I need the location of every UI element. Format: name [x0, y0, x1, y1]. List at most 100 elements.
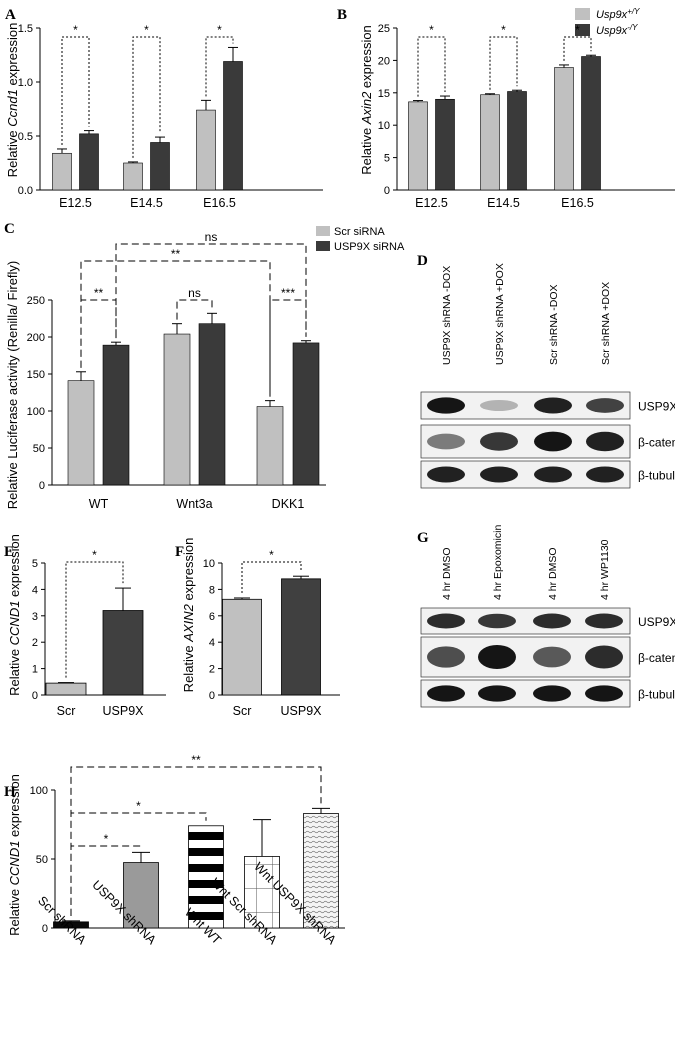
ytick-label-c: 100 — [27, 406, 45, 418]
panel-letter-h: H — [4, 784, 16, 800]
ytick-label-h: 50 — [36, 854, 48, 866]
ytick-label-b: 20 — [378, 55, 390, 67]
significance-bracket-e — [65, 561, 124, 678]
legend-swatch-usp9x-sirna — [316, 241, 330, 251]
bar-c-Wnt3a-ctrl — [163, 333, 191, 486]
blot-band-d — [586, 466, 624, 483]
ytick-label-a: 1.5 — [18, 23, 33, 35]
significance-label-a: * — [73, 23, 78, 37]
xtick-label-e: Scr — [57, 704, 76, 718]
blot-band-d — [586, 398, 624, 413]
bar-b-E14.5-ctrl — [480, 94, 500, 191]
blot-band-d — [427, 397, 465, 414]
significance-label-c: ns — [205, 230, 218, 244]
legend-label-scr-sirna: Scr siRNA — [334, 226, 385, 238]
bar-b-E16.5-ctrl — [554, 67, 574, 191]
bar-b-E12.5-treat — [435, 98, 455, 191]
blot-band-g — [585, 685, 623, 702]
panel-letter-e: E — [4, 544, 14, 560]
significance-bracket-a — [61, 36, 90, 145]
significance-bracket-b — [417, 36, 446, 97]
xtick-label-c: Wnt3a — [176, 497, 212, 511]
blot-band-d — [480, 466, 518, 483]
blot-band-g — [478, 644, 516, 670]
bar-h-Wnt USP9X shRNA — [303, 813, 339, 929]
significance-label-h: * — [104, 832, 109, 846]
legend-ab: Usp9x+/Y Usp9x-/Y — [575, 7, 640, 37]
ytick-label-e: 4 — [32, 584, 38, 596]
ytick-label-c: 150 — [27, 369, 45, 381]
blot-band-g — [478, 685, 516, 702]
ylabel-a: Relative Ccnd1 expression — [5, 23, 20, 178]
panel-letter-g: G — [417, 530, 429, 546]
blot-band-g — [427, 613, 465, 629]
ytick-label-e: 1 — [32, 664, 38, 676]
lane-label-d: USP9X shRNA -DOX — [441, 266, 453, 365]
xtick-label-c: DKK1 — [272, 497, 305, 511]
bar-a-E12.5-treat — [79, 133, 99, 191]
ylabel-e: Relative CCND1 expression — [7, 534, 22, 696]
ytick-label-f: 8 — [209, 584, 215, 596]
significance-bracket-c — [269, 299, 307, 397]
significance-label-a: * — [217, 23, 222, 37]
bar-a-E16.5-treat — [223, 61, 243, 191]
ytick-label-c: 200 — [27, 332, 45, 344]
significance-label-b: * — [575, 23, 580, 37]
bar-f-Scr — [222, 598, 262, 696]
significance-label-b: * — [429, 23, 434, 37]
xtick-label-e: USP9X — [103, 704, 145, 718]
bar-h-Wnt WT — [188, 825, 224, 929]
blot-band-g — [533, 613, 571, 629]
significance-bracket-c — [176, 299, 213, 320]
ytick-label-e: 0 — [32, 690, 38, 702]
bar-a-E14.5-treat — [150, 142, 170, 191]
blot-band-d — [480, 400, 518, 411]
blot-label-g: β-tubulin — [638, 688, 675, 702]
ytick-label-b: 0 — [384, 185, 390, 197]
blot-band-g — [427, 646, 465, 668]
bar-b-E16.5-treat — [581, 56, 601, 191]
bar-b-E12.5-ctrl — [408, 101, 428, 191]
significance-bracket-a — [132, 36, 161, 158]
lane-label-g: 4 hr DMSO — [441, 547, 453, 600]
significance-label-h: ** — [191, 753, 201, 767]
blot-band-g — [427, 685, 465, 702]
blot-label-d: β-tubulin — [638, 469, 675, 483]
lane-label-d: USP9X shRNA +DOX — [494, 263, 506, 365]
lane-label-g: 4 hr DMSO — [547, 547, 559, 600]
significance-bracket-c — [115, 243, 307, 339]
bar-e-Scr — [45, 682, 87, 696]
panel-letter-a: A — [5, 7, 16, 23]
significance-bracket-b — [489, 36, 518, 90]
significance-label-b: * — [501, 23, 506, 37]
ytick-label-e: 2 — [32, 637, 38, 649]
legend-swatch-wt — [575, 8, 590, 20]
significance-label-f: * — [269, 548, 274, 562]
bar-a-E14.5-ctrl — [123, 162, 143, 191]
blot-band-g — [585, 645, 623, 669]
xtick-label-a: E12.5 — [59, 196, 92, 210]
blot-layer: USP9X shRNA -DOX USP9X shRNA +DOX Scr shRN… — [420, 263, 675, 708]
legend-c: Scr siRNA USP9X siRNA — [316, 226, 405, 253]
bar-c-WT-treat — [102, 344, 130, 486]
panel-letter-f: F — [175, 544, 184, 560]
xtick-label-b: E16.5 — [561, 196, 594, 210]
xtick-label-b: E12.5 — [415, 196, 448, 210]
lane-label-g: 4 hr WP1130 — [599, 539, 611, 600]
xtick-label-a: E16.5 — [203, 196, 236, 210]
bar-e-USP9X — [102, 610, 144, 696]
ytick-label-f: 2 — [209, 664, 215, 676]
ytick-label-e: 3 — [32, 611, 38, 623]
ytick-label-b: 15 — [378, 88, 390, 100]
ytick-label-c: 50 — [33, 443, 45, 455]
ylabel-c: Relative Luciferase activity (Renilla/ F… — [5, 261, 20, 510]
xtick-label-c: WT — [89, 497, 109, 511]
significance-label-c: ** — [94, 286, 104, 300]
blot-label-d: β-catenin — [638, 436, 675, 450]
bar-b-E14.5-treat — [507, 91, 527, 191]
ytick-label-h: 100 — [30, 785, 48, 797]
panel-letter-d: D — [417, 253, 428, 269]
significance-label-c: ** — [171, 247, 181, 261]
significance-label-a: * — [144, 23, 149, 37]
